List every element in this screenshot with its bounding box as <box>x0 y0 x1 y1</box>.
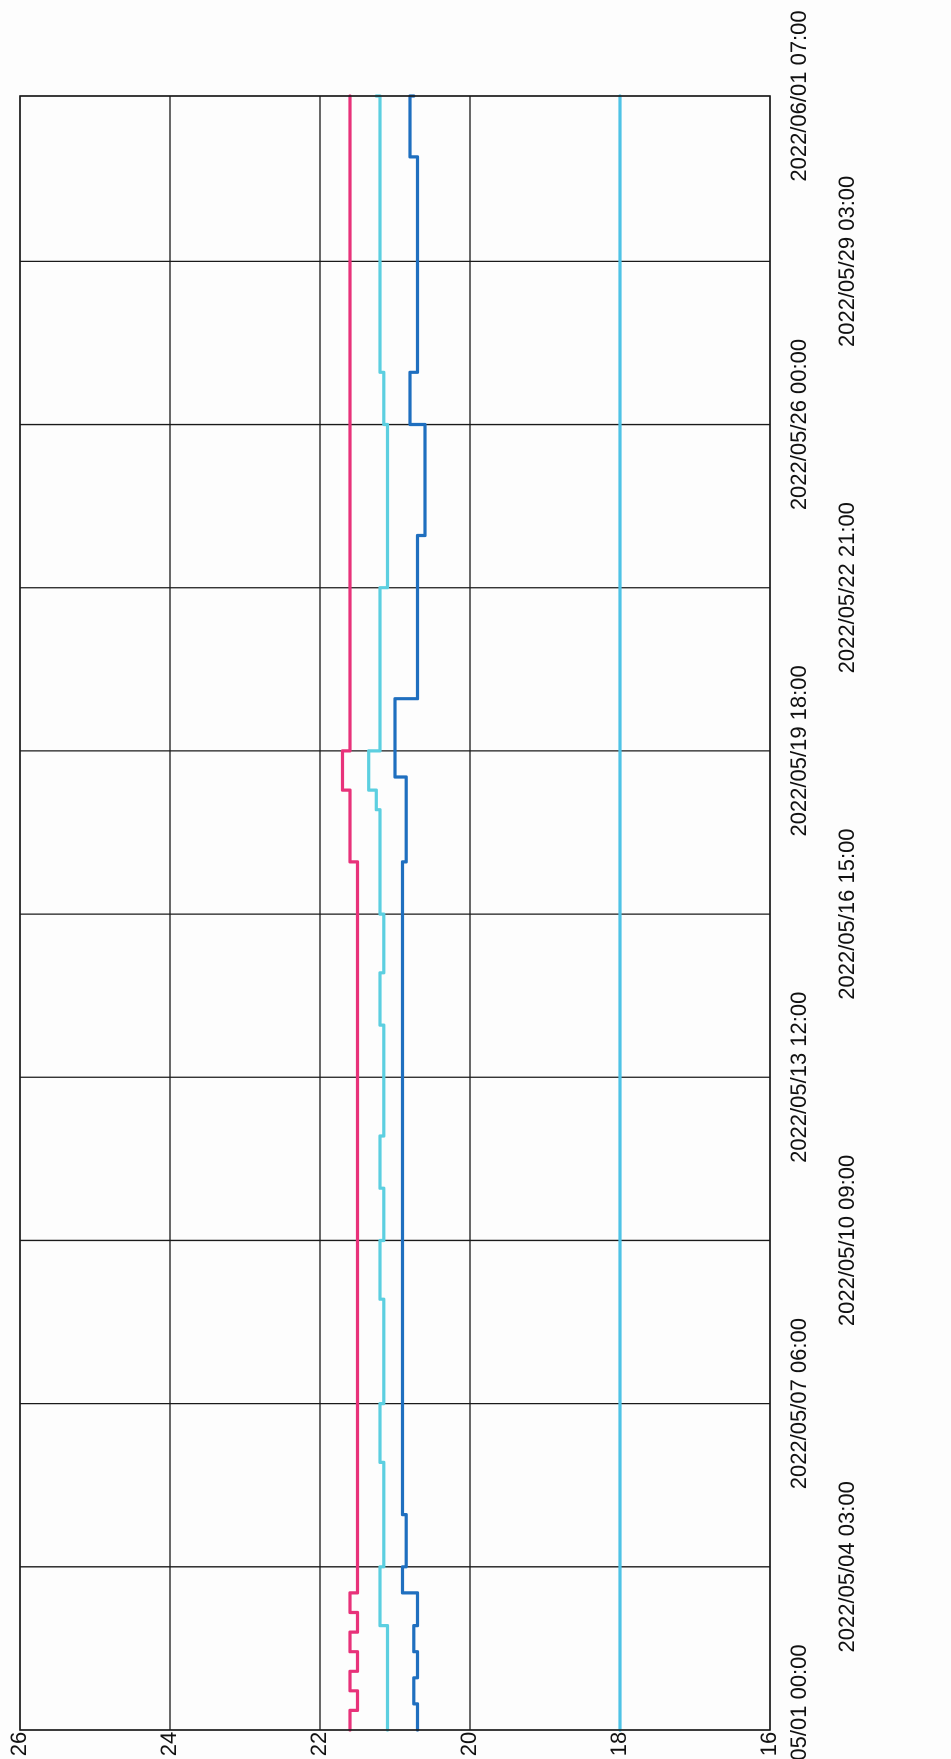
time-tick-label: 2022/05/16 15:00 <box>834 828 859 999</box>
time-tick-label: 2022/05/01 00:00 <box>786 1644 811 1759</box>
time-tick-label: 2022/06/01 07:00 <box>786 10 811 181</box>
series-layer <box>340 94 622 1732</box>
series-line <box>367 94 390 1732</box>
series-line <box>393 94 427 1732</box>
value-tick-label: 18 <box>606 1732 631 1756</box>
value-tick-label: 16 <box>756 1732 781 1756</box>
time-tick-label: 2022/05/29 03:00 <box>834 176 859 347</box>
value-tick-label: 20 <box>456 1732 481 1756</box>
time-tick-label: 2022/05/22 21:00 <box>834 502 859 673</box>
value-tick-label: 24 <box>156 1732 181 1756</box>
time-tick-label: 2022/05/07 06:00 <box>786 1318 811 1489</box>
value-tick-label: 22 <box>306 1732 331 1756</box>
time-tick-label: 2022/05/13 12:00 <box>786 992 811 1163</box>
grid-layer <box>19 95 771 1731</box>
value-tick-label: 26 <box>6 1732 31 1756</box>
x-tick-labels: 2022/05/01 00:00 2022/05/04 03:00 2022/05/… <box>786 10 859 1759</box>
time-tick-label: 2022/05/10 09:00 <box>834 1155 859 1326</box>
series-line <box>340 94 360 1732</box>
plot-frame <box>19 95 771 1731</box>
time-tick-label: 2022/05/19 18:00 <box>786 665 811 836</box>
plot-border <box>19 95 771 1731</box>
time-tick-label: 2022/05/26 00:00 <box>786 339 811 510</box>
time-tick-label: 2022/05/04 03:00 <box>834 1481 859 1652</box>
y-tick-labels: 16 18 20 22 24 26 <box>6 1732 781 1756</box>
